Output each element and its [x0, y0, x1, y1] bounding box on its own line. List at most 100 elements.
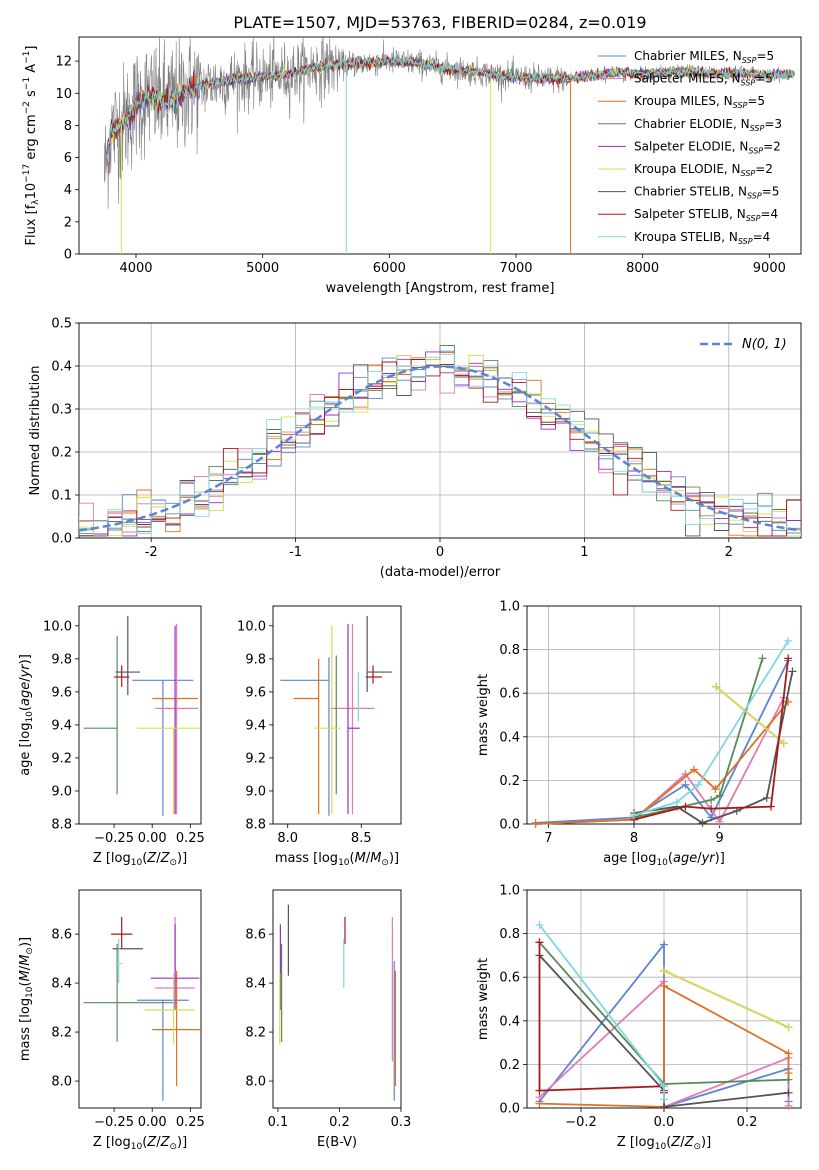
residual-histogram-step — [79, 353, 801, 537]
x-tick-label: 0.1 — [268, 1115, 289, 1130]
mass-weight-marker — [762, 793, 771, 802]
mass-weight-marker — [711, 785, 720, 794]
x-tick-label: 8.0 — [277, 831, 298, 846]
x-tick-label: 9 — [716, 831, 724, 846]
label-part: / — [18, 677, 33, 682]
figure-title: PLATE=1507, MJD=53763, FIBERID=0284, z=0… — [233, 13, 646, 32]
x-tick-label: 1 — [580, 545, 588, 560]
mass-weight-marker — [784, 654, 793, 663]
y-tick-label: 9.4 — [245, 718, 266, 733]
error-bar-point — [144, 973, 195, 1045]
legend-text: Kroupa MILES, N — [634, 94, 733, 108]
legend-text: Salpeter STELIB, N — [634, 207, 746, 221]
y-tick-label: 8.0 — [51, 1075, 72, 1090]
x-tick-label: -1 — [289, 545, 302, 560]
y-axis-label: age [log10​(age/yr)] — [18, 654, 35, 776]
x-tick-label: 9000 — [753, 261, 786, 276]
x-tick-label: 7 — [544, 831, 552, 846]
error-bar-point — [155, 624, 198, 815]
x-axis-label: wavelength [Angstrom, rest frame] — [326, 281, 555, 296]
gaussian-curve — [78, 365, 802, 532]
legend-label: Salpeter STELIB, NSSP=4 — [634, 207, 778, 223]
age-vs-mass-panel: 8.0 8.5 8.8 9.0 9.2 9.4 9.6 9.8 10.0 mass [log10​… — [237, 605, 402, 868]
y-tick-label: 9.0 — [51, 784, 72, 799]
label-part: 10 — [25, 711, 35, 723]
mass-weight-line — [535, 697, 785, 825]
label-part: 10 — [338, 858, 350, 868]
legend-subscript: SSP — [747, 192, 762, 201]
label-part: −1 — [22, 77, 32, 90]
legend-label: Salpeter ELODIE, NSSP=2 — [634, 139, 781, 155]
axes: -2 -1 0 1 2 0.0 0.1 0.2 0.3 0.4 0.5 — [51, 317, 802, 560]
label-part: ⊙ — [381, 858, 389, 868]
axes-frame — [78, 322, 802, 539]
legend: N(0, 1) — [700, 337, 787, 352]
legend-text: =5 — [755, 72, 773, 86]
legend-text: =5 — [762, 185, 780, 199]
mass-weight-marker — [707, 796, 716, 805]
mass-weight-marker — [660, 1102, 668, 1111]
legend-text: =5 — [747, 94, 765, 108]
y-tick-label: 0.3 — [51, 403, 72, 418]
x-axis-label: (data-model)/error — [380, 565, 501, 580]
mass-weight-marker — [535, 1086, 544, 1095]
legend-subscript: SSP — [741, 79, 756, 88]
label-part: )] — [389, 851, 399, 866]
legend-subscript: SSP — [748, 146, 763, 155]
mass-weight-marker — [698, 818, 707, 827]
label-part: ( — [350, 851, 355, 866]
label-part: 10 — [24, 183, 39, 200]
label-part: mass [log — [275, 851, 338, 866]
axes: 4000 5000 6000 7000 8000 9000 0 2 4 6 8 10 12 — [55, 36, 802, 276]
legend-text: =3 — [764, 117, 782, 131]
spectrum-panel: 4000 5000 6000 7000 8000 9000 0 2 4 6 8 10 12 wavelen… — [22, 36, 802, 296]
error-bar-point — [114, 665, 130, 687]
x-axis-label: Z [log10​(Z/Z⊙​)] — [93, 1135, 187, 1152]
error-bar-point — [366, 615, 393, 692]
axes: −0.25 0.00 0.25 8.0 8.2 8.4 8.6 — [51, 889, 205, 1130]
legend-label: Kroupa MILES, NSSP=5 — [634, 94, 765, 110]
label-part: age — [673, 851, 697, 866]
y-tick-label: 0.4 — [499, 730, 520, 745]
mass-weight-marker — [784, 1075, 793, 1084]
legend-text: =5 — [756, 49, 774, 63]
label-part: erg cm — [24, 114, 39, 163]
error-bar-point — [280, 657, 330, 816]
y-tick-label: 8.4 — [245, 977, 266, 992]
x-tick-label: −0.2 — [565, 1115, 597, 1130]
x-tick-label: 5000 — [246, 261, 279, 276]
x-tick-label: −0.25 — [94, 1115, 134, 1130]
error-bar-point — [136, 727, 200, 815]
error-bar-point — [150, 924, 200, 1011]
y-tick-label: 6 — [64, 151, 72, 166]
mass-weight-marker — [784, 1088, 793, 1097]
label-part: )] — [177, 851, 187, 866]
model-spectrum-line — [106, 53, 796, 160]
y-tick-label: 9.4 — [51, 718, 72, 733]
axes: 8.0 8.5 8.8 9.0 9.2 9.4 9.6 9.8 10.0 — [237, 605, 402, 846]
x-tick-label: 7000 — [499, 261, 532, 276]
error-bar-point — [136, 999, 189, 1101]
y-tick-label: 0.4 — [499, 1014, 520, 1029]
mass-weight-line — [633, 658, 764, 819]
label-part: M — [355, 851, 366, 866]
age-vs-metallicity-panel: −0.25 0.00 0.25 8.8 9.0 9.2 9.4 9.6 9.8 10.0 Z [lo… — [18, 605, 205, 868]
legend-text: Salpeter MILES, N — [634, 72, 741, 86]
y-tick-label: 0.8 — [499, 927, 520, 942]
y-tick-label: 4 — [64, 183, 72, 198]
axes-frame — [78, 605, 202, 825]
x-tick-label: 0.00 — [138, 1115, 167, 1130]
legend-text: =4 — [753, 230, 771, 244]
label-part: ( — [18, 981, 33, 986]
mass-weight-marker — [689, 765, 698, 774]
y-tick-label: 8.2 — [245, 1026, 266, 1041]
error-bar-point — [293, 658, 320, 815]
label-part: ( — [142, 851, 147, 866]
mass-weight-line — [663, 969, 789, 1029]
label-part: )] — [18, 937, 33, 947]
error-bar-point — [115, 615, 140, 696]
legend-text: Chabrier STELIB, N — [634, 185, 747, 199]
label-part: M — [18, 970, 33, 981]
y-axis-label: Flux [fλ​10−17​ erg cm−2​ s−1​ A−1​] — [22, 46, 41, 246]
error-bar-point — [115, 938, 122, 984]
